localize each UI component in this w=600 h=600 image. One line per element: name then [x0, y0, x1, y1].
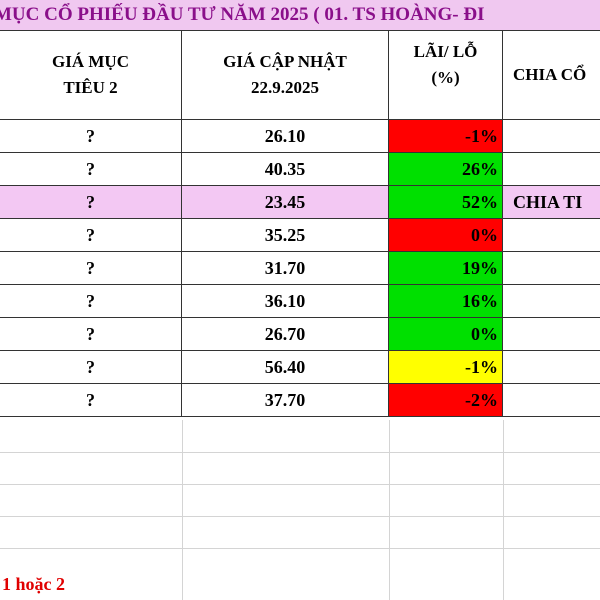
cell-updated-price[interactable]: 31.70 [182, 252, 389, 284]
grid-line [182, 420, 183, 600]
grid-line [0, 548, 600, 549]
grid-line [389, 420, 390, 600]
table-row[interactable]: ? 26.70 0% [0, 318, 600, 350]
sheet-title: MỤC CỔ PHIẾU ĐẦU TƯ NĂM 2025 ( 01. TS HO… [0, 4, 485, 25]
cell-target-price[interactable]: ? [0, 351, 182, 383]
cell-target-price[interactable]: ? [0, 186, 182, 218]
table-row[interactable]: ? 35.25 0% [0, 219, 600, 251]
header-updated-line1: GIÁ CẬP NHẬT [223, 52, 347, 71]
row-divider [0, 152, 600, 153]
header-profit-loss[interactable]: LÃI/ LỖ (%) [389, 31, 503, 119]
table-row[interactable]: ? 26.10 -1% [0, 120, 600, 152]
cell-profit-loss[interactable]: -1% [389, 120, 503, 152]
row-divider [0, 383, 600, 384]
grid-line [0, 452, 600, 453]
cell-target-price[interactable]: ? [0, 384, 182, 416]
cell-profit-loss[interactable]: 0% [389, 219, 503, 251]
cell-updated-price[interactable]: 40.35 [182, 153, 389, 185]
header-pl-line2: (%) [431, 68, 460, 87]
cell-updated-price[interactable]: 35.25 [182, 219, 389, 251]
footnote: 1 hoặc 2 [2, 574, 65, 594]
cell-profit-loss[interactable]: -2% [389, 384, 503, 416]
sheet-title-banner: MỤC CỔ PHIẾU ĐẦU TƯ NĂM 2025 ( 01. TS HO… [0, 0, 600, 31]
cell-profit-loss[interactable]: 52% [389, 186, 503, 218]
cell-target-price[interactable]: ? [0, 285, 182, 317]
row-divider [0, 284, 600, 285]
cell-target-price[interactable]: ? [0, 318, 182, 350]
cell-updated-price[interactable]: 56.40 [182, 351, 389, 383]
table-row[interactable]: ? 37.70 -2% [0, 384, 600, 416]
header-target-line2: TIÊU 2 [63, 78, 118, 97]
cell-dividend[interactable] [503, 318, 600, 350]
row-divider [0, 218, 600, 219]
cell-dividend[interactable] [503, 252, 600, 284]
grid-line [0, 484, 600, 485]
header-dividend-label: CHIA CỔ [513, 65, 587, 84]
table-row[interactable]: ? 40.35 26% [0, 153, 600, 185]
cell-dividend[interactable] [503, 351, 600, 383]
header-updated-price[interactable]: GIÁ CẬP NHẬT 22.9.2025 [182, 31, 389, 119]
header-target-line1: GIÁ MỤC [52, 52, 129, 71]
table-row[interactable]: ? 23.45 52% CHIA TI [0, 186, 600, 218]
cell-updated-price[interactable]: 26.10 [182, 120, 389, 152]
cell-updated-price[interactable]: 26.70 [182, 318, 389, 350]
cell-dividend[interactable] [503, 120, 600, 152]
cell-profit-loss[interactable]: -1% [389, 351, 503, 383]
cell-target-price[interactable]: ? [0, 252, 182, 284]
grid-line [0, 516, 600, 517]
cell-updated-price[interactable]: 36.10 [182, 285, 389, 317]
row-divider [0, 350, 600, 351]
cell-profit-loss[interactable]: 0% [389, 318, 503, 350]
cell-dividend[interactable]: CHIA TI [513, 191, 583, 212]
cell-target-price[interactable]: ? [0, 120, 182, 152]
header-dividend[interactable]: CHIA CỔ [503, 31, 600, 119]
cell-profit-loss[interactable]: 26% [389, 153, 503, 185]
cell-profit-loss[interactable]: 19% [389, 252, 503, 284]
grid-line [503, 420, 504, 600]
row-divider [0, 416, 600, 417]
cell-profit-loss[interactable]: 16% [389, 285, 503, 317]
cell-dividend[interactable] [503, 219, 600, 251]
row-divider [0, 185, 600, 186]
row-divider [0, 251, 600, 252]
table-row[interactable]: ? 56.40 -1% [0, 351, 600, 383]
header-updated-line2: 22.9.2025 [250, 78, 319, 97]
cell-dividend[interactable] [503, 384, 600, 416]
table-row[interactable]: ? 31.70 19% [0, 252, 600, 284]
cell-updated-price[interactable]: 37.70 [182, 384, 389, 416]
row-divider [0, 317, 600, 318]
header-target-price-2[interactable]: GIÁ MỤC TIÊU 2 [0, 31, 182, 119]
cell-target-price[interactable]: ? [0, 153, 182, 185]
cell-dividend[interactable] [503, 153, 600, 185]
cell-updated-price[interactable]: 23.45 [182, 186, 389, 218]
cell-target-price[interactable]: ? [0, 219, 182, 251]
row-divider [0, 119, 600, 120]
header-pl-line1: LÃI/ LỖ [413, 42, 478, 61]
cell-dividend[interactable] [503, 285, 600, 317]
table-row[interactable]: ? 36.10 16% [0, 285, 600, 317]
